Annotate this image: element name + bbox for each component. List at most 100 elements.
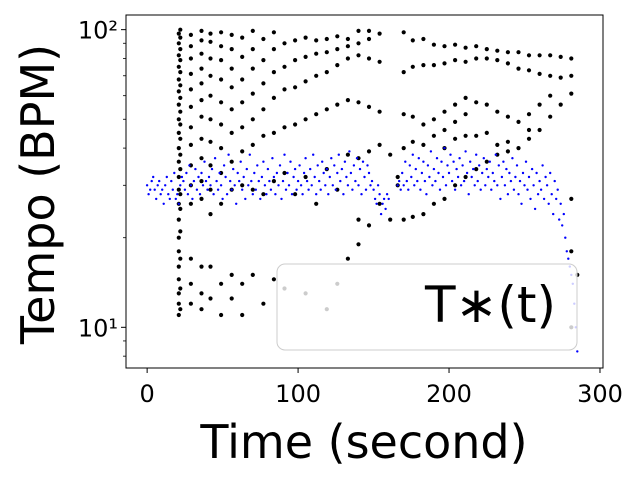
candidate-point (230, 160, 234, 164)
tstar-point (298, 164, 300, 166)
tstar-point (312, 154, 314, 156)
tstar-point (406, 180, 408, 182)
candidate-point (314, 112, 318, 116)
candidate-point (432, 202, 436, 206)
candidate-point (282, 41, 286, 45)
tstar-point (161, 189, 163, 191)
tstar-point (258, 180, 260, 182)
tstar-point (538, 180, 540, 182)
candidate-point (282, 171, 286, 175)
candidate-point (378, 31, 382, 35)
candidate-point (189, 105, 193, 109)
candidate-point (177, 277, 181, 281)
candidate-point (240, 125, 244, 129)
tstar-point (149, 189, 151, 191)
tstar-point (384, 208, 386, 210)
tstar-point (309, 168, 311, 170)
tstar-point (237, 172, 239, 174)
candidate-point (178, 110, 182, 114)
candidate-point (485, 131, 489, 135)
candidate-point (402, 112, 406, 116)
tstar-point (329, 176, 331, 178)
candidate-point (261, 58, 265, 62)
tstar-point (247, 184, 249, 186)
tstar-point (234, 184, 236, 186)
tstar-point (301, 193, 303, 195)
candidate-point (314, 38, 318, 42)
tstar-point (377, 184, 379, 186)
candidate-point (356, 41, 360, 45)
candidate-point (178, 257, 182, 261)
tstar-point (383, 198, 385, 200)
tstar-point (481, 172, 483, 174)
tstar-point (227, 154, 229, 156)
tstar-point (415, 168, 417, 170)
tstar-point (303, 172, 305, 174)
candidate-point (432, 63, 436, 67)
candidate-point (432, 43, 436, 47)
candidate-point (261, 37, 265, 41)
candidate-point (219, 100, 223, 104)
candidate-point (367, 149, 371, 153)
candidate-point (251, 67, 255, 71)
candidate-point (421, 63, 425, 67)
tstar-point (188, 164, 190, 166)
tstar-point (241, 189, 243, 191)
tstar-point (378, 193, 380, 195)
tstar-point (483, 157, 485, 159)
candidate-point (453, 183, 457, 187)
tstar-point (333, 164, 335, 166)
candidate-point (335, 47, 339, 51)
tstar-point (205, 180, 207, 182)
candidate-point (178, 229, 182, 233)
candidate-point (189, 87, 193, 91)
tstar-point (315, 193, 317, 195)
candidate-point (314, 202, 318, 206)
candidate-point (208, 212, 212, 216)
tstar-point (499, 198, 501, 200)
candidate-point (474, 134, 478, 138)
candidate-point (208, 296, 212, 300)
tstar-point (516, 164, 518, 166)
candidate-point (219, 58, 223, 62)
tstar-point (197, 176, 199, 178)
candidate-point (240, 313, 244, 317)
tstar-point (314, 176, 316, 178)
tstar-point (434, 180, 436, 182)
tstar-point (261, 176, 263, 178)
tstar-point (437, 172, 439, 174)
tstar-point (401, 172, 403, 174)
candidate-point (314, 74, 318, 78)
tstar-point (443, 147, 445, 149)
tstar-point (510, 180, 512, 182)
candidate-point (230, 47, 234, 51)
tstar-point (294, 168, 296, 170)
tstar-point (304, 157, 306, 159)
tstar-point (240, 161, 242, 163)
tstar-point (528, 176, 530, 178)
candidate-point (516, 146, 520, 150)
candidate-point (261, 107, 265, 111)
candidate-point (177, 236, 181, 240)
candidate-point (548, 94, 552, 98)
tstar-point (350, 172, 352, 174)
candidate-point (189, 44, 193, 48)
candidate-point (251, 47, 255, 51)
candidate-point (208, 56, 212, 60)
candidate-point (219, 30, 223, 34)
tstar-point (184, 189, 186, 191)
candidate-point (251, 29, 255, 33)
candidate-point (335, 63, 339, 67)
tstar-point (366, 164, 368, 166)
candidate-point (367, 223, 371, 227)
tstar-point (403, 184, 405, 186)
tstar-point (428, 176, 430, 178)
candidate-point (293, 38, 297, 42)
candidate-point (527, 53, 531, 57)
tstar-point (166, 176, 168, 178)
tstar-point (451, 180, 453, 182)
tstar-point (170, 180, 172, 182)
candidate-point (230, 131, 234, 135)
candidate-point (208, 188, 212, 192)
candidate-point (178, 70, 182, 74)
